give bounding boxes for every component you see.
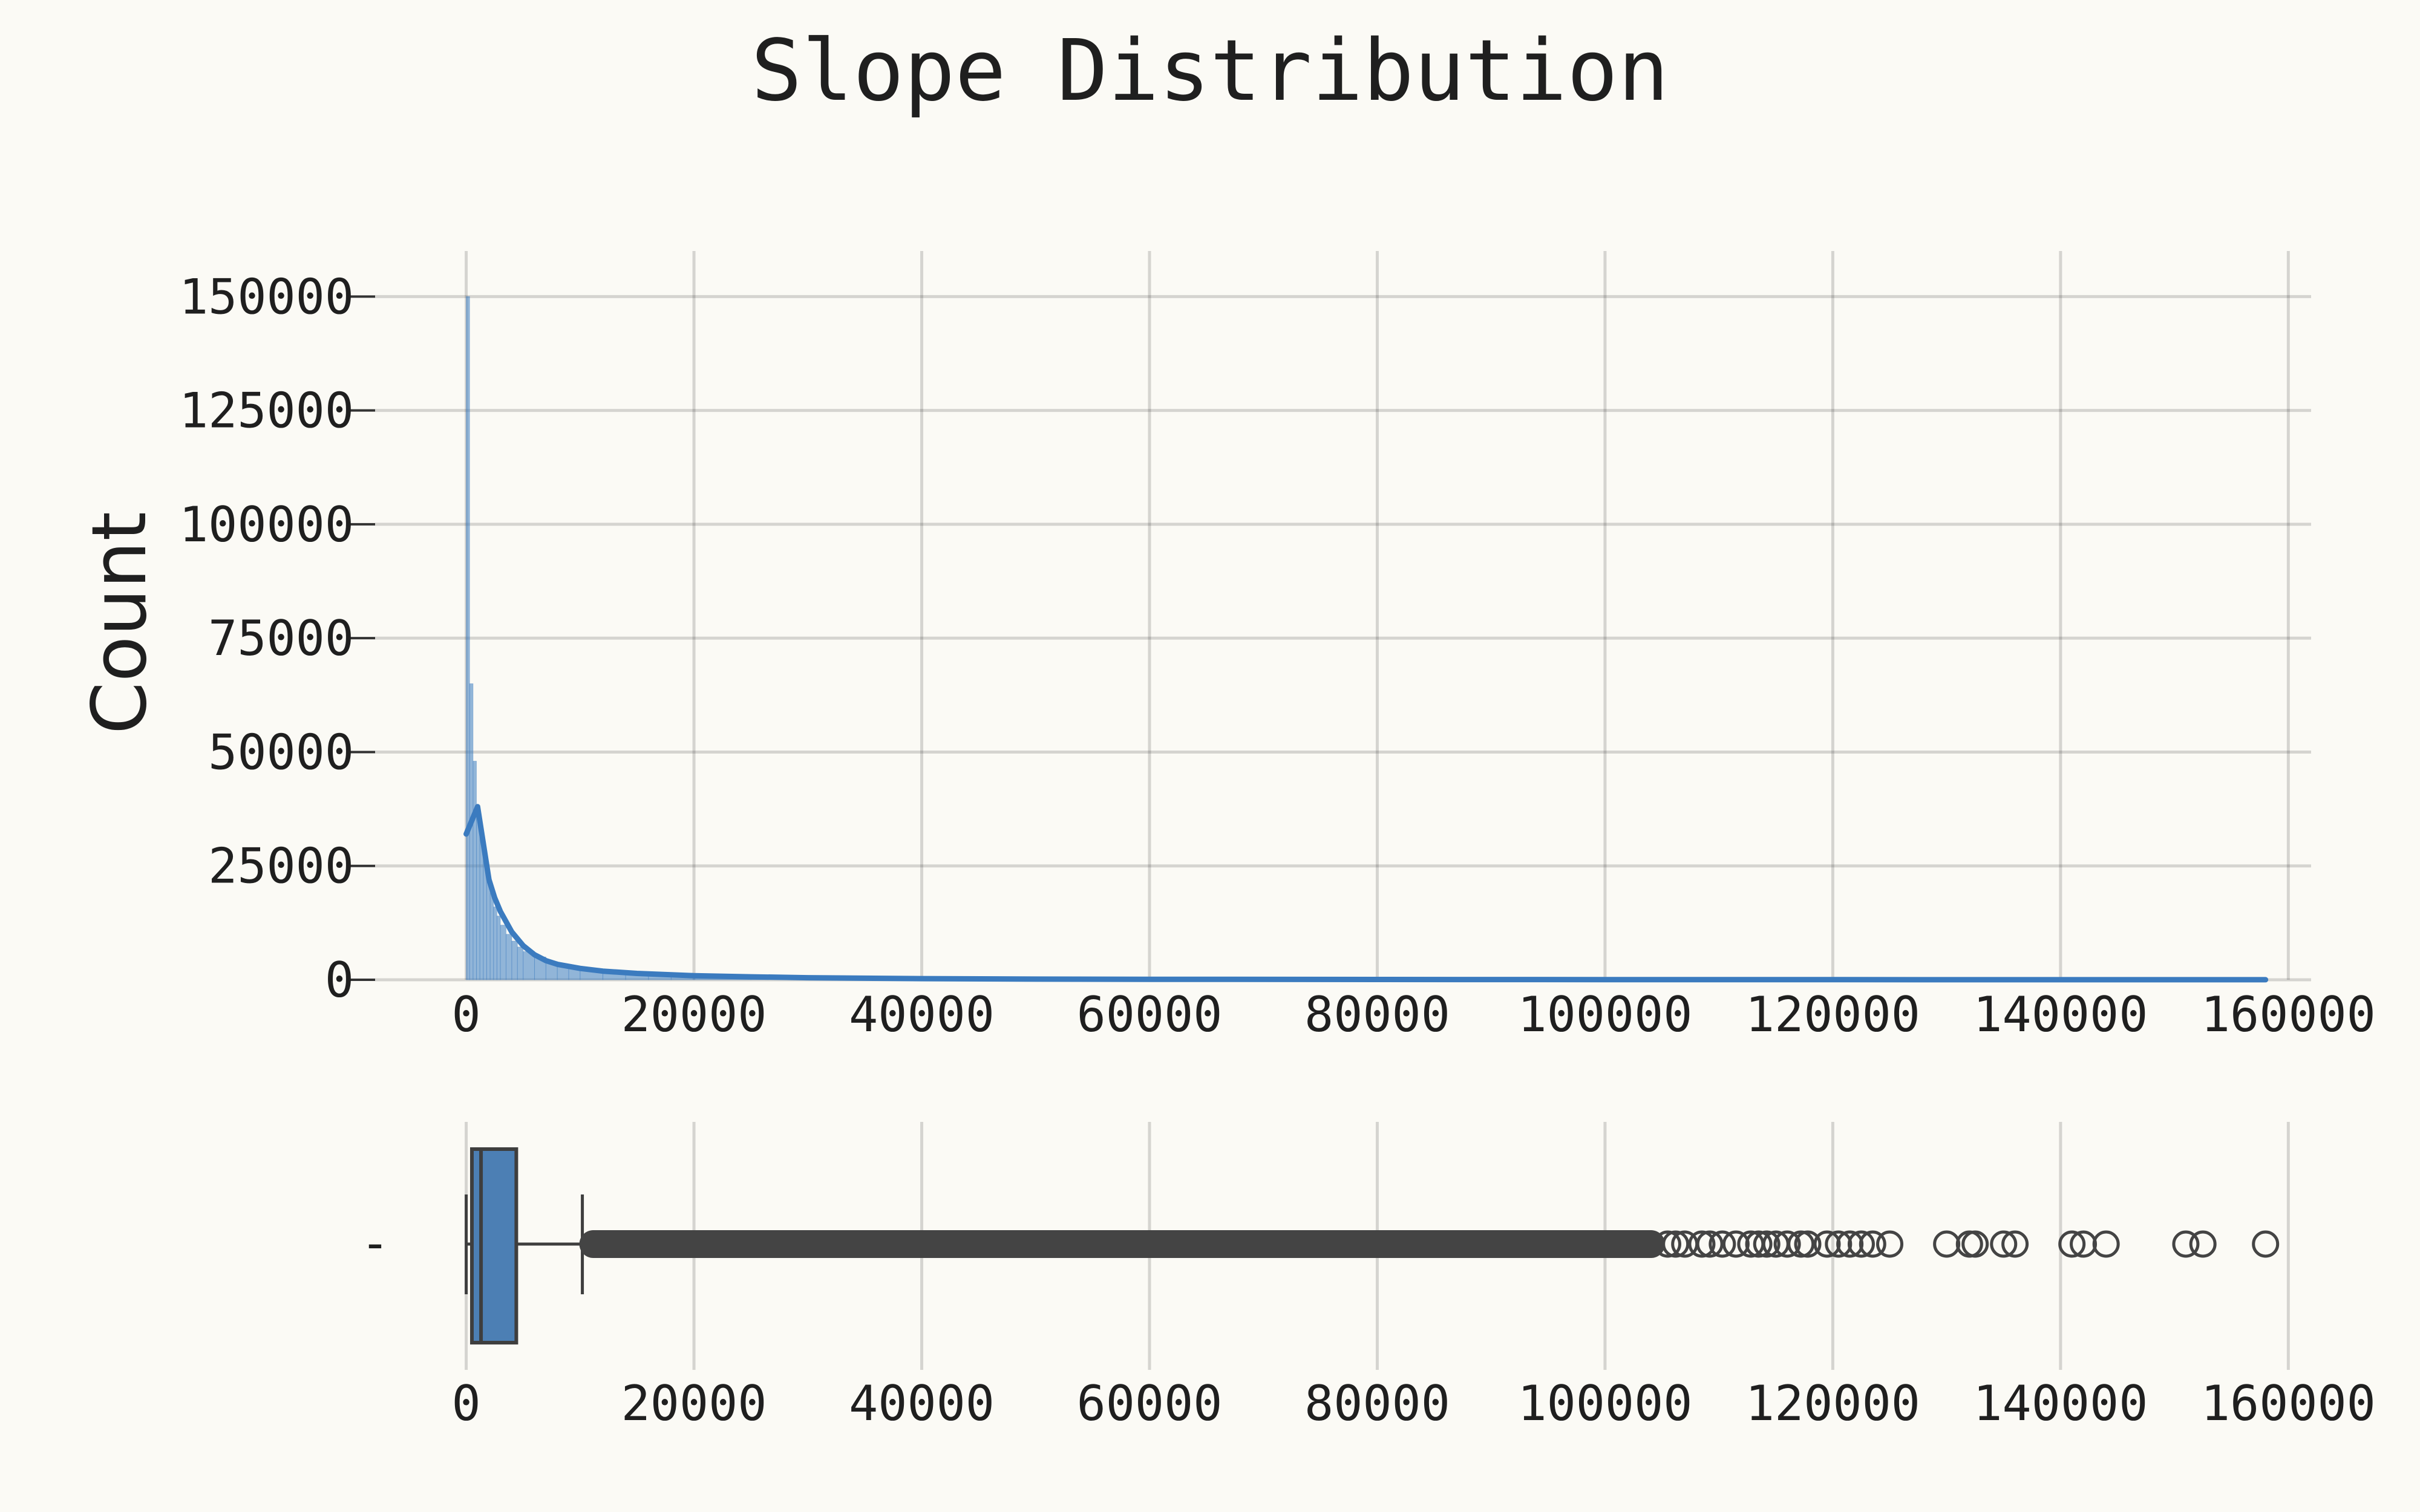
box-x-tick-label: 60000: [1077, 1375, 1223, 1432]
kde-line: [463, 804, 2269, 983]
box-x-tick-label: 140000: [1973, 1375, 2148, 1432]
histogram-bar: [493, 907, 497, 980]
box-outlier-point: [1847, 1230, 1875, 1258]
hist-x-tick-label: 60000: [1077, 986, 1223, 1043]
box-outlier-point: [2172, 1230, 2200, 1258]
box-outlier-point: [1794, 1230, 1822, 1258]
box-outlier-point: [2252, 1230, 2280, 1258]
box-outlier-point: [1722, 1230, 1750, 1258]
hist-y-tick-label: 0: [325, 952, 354, 1008]
box-outlier-point: [1955, 1230, 1983, 1258]
histogram-bar: [466, 296, 470, 980]
box-x-tick-label: 20000: [621, 1375, 767, 1432]
box-outlier-point: [1709, 1230, 1736, 1258]
hist-x-tick-label: 100000: [1517, 986, 1692, 1043]
hist-y-tick-label: 50000: [208, 724, 354, 780]
hist-y-tick-label: 150000: [179, 269, 354, 325]
box-outlier-point: [1787, 1230, 1815, 1258]
box-y-tick-label: -: [361, 1215, 390, 1271]
box-x-tick-label: 160000: [2201, 1375, 2376, 1432]
box-iqr: [470, 1147, 518, 1344]
box-x-tick-label: 80000: [1304, 1375, 1450, 1432]
hist-x-tick-label: 160000: [2201, 986, 2376, 1043]
boxplot-panel: 0 20000 40000 60000 80000 100000 120000 140000 1…: [361, 1122, 2376, 1432]
histogram-bar: [486, 879, 491, 980]
box-x-tick-label: 40000: [849, 1375, 995, 1432]
hist-x-tick-label: 40000: [849, 986, 995, 1043]
box-outlier-point: [1859, 1230, 1886, 1258]
chart-title: Slope Distribution: [751, 22, 1669, 120]
hist-x-tick-label: 80000: [1304, 986, 1450, 1043]
histogram-panel: 0 25000 50000 75000 100000 125000 150000 0 20000…: [179, 251, 2376, 1043]
hist-x-tick-label: 0: [452, 986, 481, 1043]
histogram-bar: [500, 925, 506, 980]
box-outlier-point: [1961, 1230, 1989, 1258]
y-axis-label: Count: [76, 512, 163, 734]
hist-y-tick-label: 100000: [179, 497, 354, 553]
hist-y-tick-label: 75000: [208, 610, 354, 666]
histogram-bar: [517, 947, 524, 980]
histogram-bar: [489, 893, 494, 980]
hist-y-tick-label: 25000: [208, 838, 354, 894]
box-outlier-point: [1933, 1230, 1961, 1258]
box-outlier-point: [1653, 1230, 1681, 1258]
box-outlier-point: [2092, 1230, 2120, 1258]
histogram-bar: [511, 940, 518, 980]
box-x-tick-label: 120000: [1745, 1375, 1920, 1432]
box-outlier-point: [1876, 1230, 1904, 1258]
histogram-bar: [496, 916, 501, 980]
histogram-bar: [505, 934, 512, 980]
box-outlier-point: [1773, 1230, 1801, 1258]
box-outlier-point: [1990, 1230, 2018, 1258]
hist-x-tick-label: 140000: [1973, 986, 2148, 1043]
box-outlier-point: [1688, 1230, 1716, 1258]
box-outlier-point: [2058, 1230, 2086, 1258]
hist-x-tick-label: 120000: [1745, 986, 1920, 1043]
box-outlier-point: [2189, 1230, 2217, 1258]
histogram-bar: [473, 761, 477, 980]
box-x-tick-label: 0: [452, 1375, 481, 1432]
box-outlier-point: [1696, 1230, 1724, 1258]
histogram-bar: [469, 683, 474, 980]
hist-x-tick-label: 20000: [621, 986, 767, 1043]
box-outlier-point: [1662, 1230, 1690, 1258]
box-outlier-point: [2001, 1230, 2029, 1258]
box-outlier-point: [1753, 1230, 1781, 1258]
box-outlier-point: [1745, 1230, 1773, 1258]
box-x-tick-label: 100000: [1517, 1375, 1692, 1432]
hist-y-tick-label: 125000: [179, 383, 354, 439]
